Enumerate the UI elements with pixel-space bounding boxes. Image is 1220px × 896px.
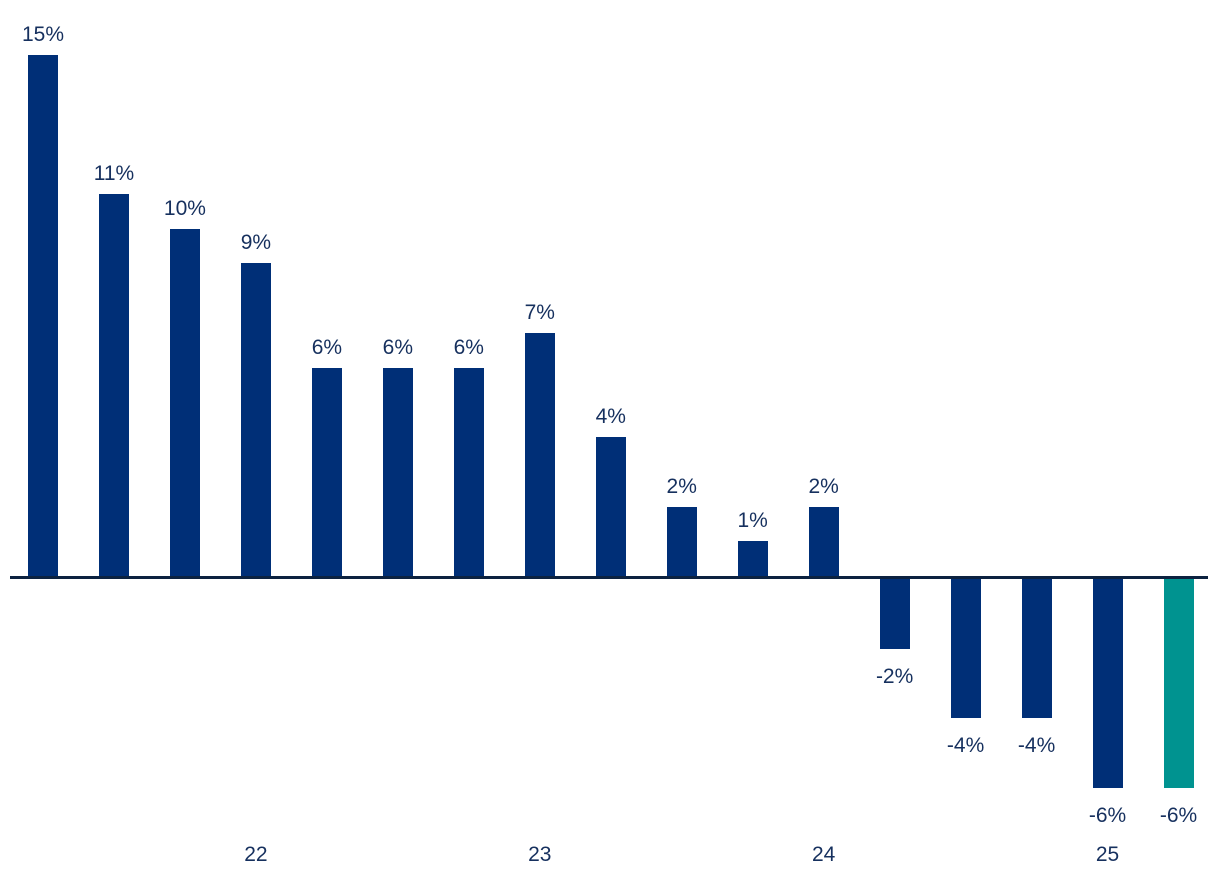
bar bbox=[453, 367, 484, 576]
bar bbox=[169, 228, 200, 576]
bar bbox=[382, 367, 413, 576]
x-axis-tick-label: 24 bbox=[811, 843, 836, 866]
bar bbox=[524, 332, 555, 576]
x-axis-line bbox=[10, 576, 1208, 579]
bar bbox=[311, 367, 342, 576]
bar bbox=[1092, 579, 1123, 788]
x-axis-tick-label: 25 bbox=[1095, 843, 1120, 866]
bar bbox=[28, 54, 58, 576]
x-axis-tick-label: 23 bbox=[528, 843, 552, 866]
bar-value-label: 10% bbox=[163, 196, 206, 220]
bar-value-label: 6% bbox=[382, 335, 414, 359]
bar bbox=[737, 541, 768, 576]
bar-value-label: -4% bbox=[946, 734, 985, 757]
bar-value-label: 11% bbox=[93, 161, 135, 185]
bar-value-label: -6% bbox=[1088, 803, 1127, 827]
bar-value-label: -2% bbox=[875, 664, 914, 688]
bar-value-label: 15% bbox=[21, 22, 65, 46]
bar-value-label: 7% bbox=[524, 300, 555, 324]
bar-value-label: -6% bbox=[1159, 803, 1198, 827]
highlight-bar bbox=[1163, 579, 1194, 788]
bar-value-label: 6% bbox=[311, 335, 343, 359]
bar-value-label: 1% bbox=[737, 509, 768, 533]
bar-value-label: -4% bbox=[1017, 734, 1056, 757]
bar bbox=[240, 263, 271, 576]
bar bbox=[808, 506, 839, 576]
bar bbox=[879, 579, 910, 649]
bar bbox=[595, 437, 626, 576]
bar-value-label: 2% bbox=[666, 474, 697, 498]
bar-value-label: 9% bbox=[240, 231, 272, 255]
bar bbox=[666, 506, 697, 576]
bar-value-label: 2% bbox=[808, 474, 839, 498]
bar bbox=[950, 579, 981, 718]
bar-value-label: 4% bbox=[595, 405, 626, 428]
bar bbox=[1021, 579, 1052, 718]
bar-value-label: 6% bbox=[453, 335, 484, 359]
x-axis-tick-label: 22 bbox=[244, 843, 268, 866]
bar bbox=[98, 193, 129, 576]
